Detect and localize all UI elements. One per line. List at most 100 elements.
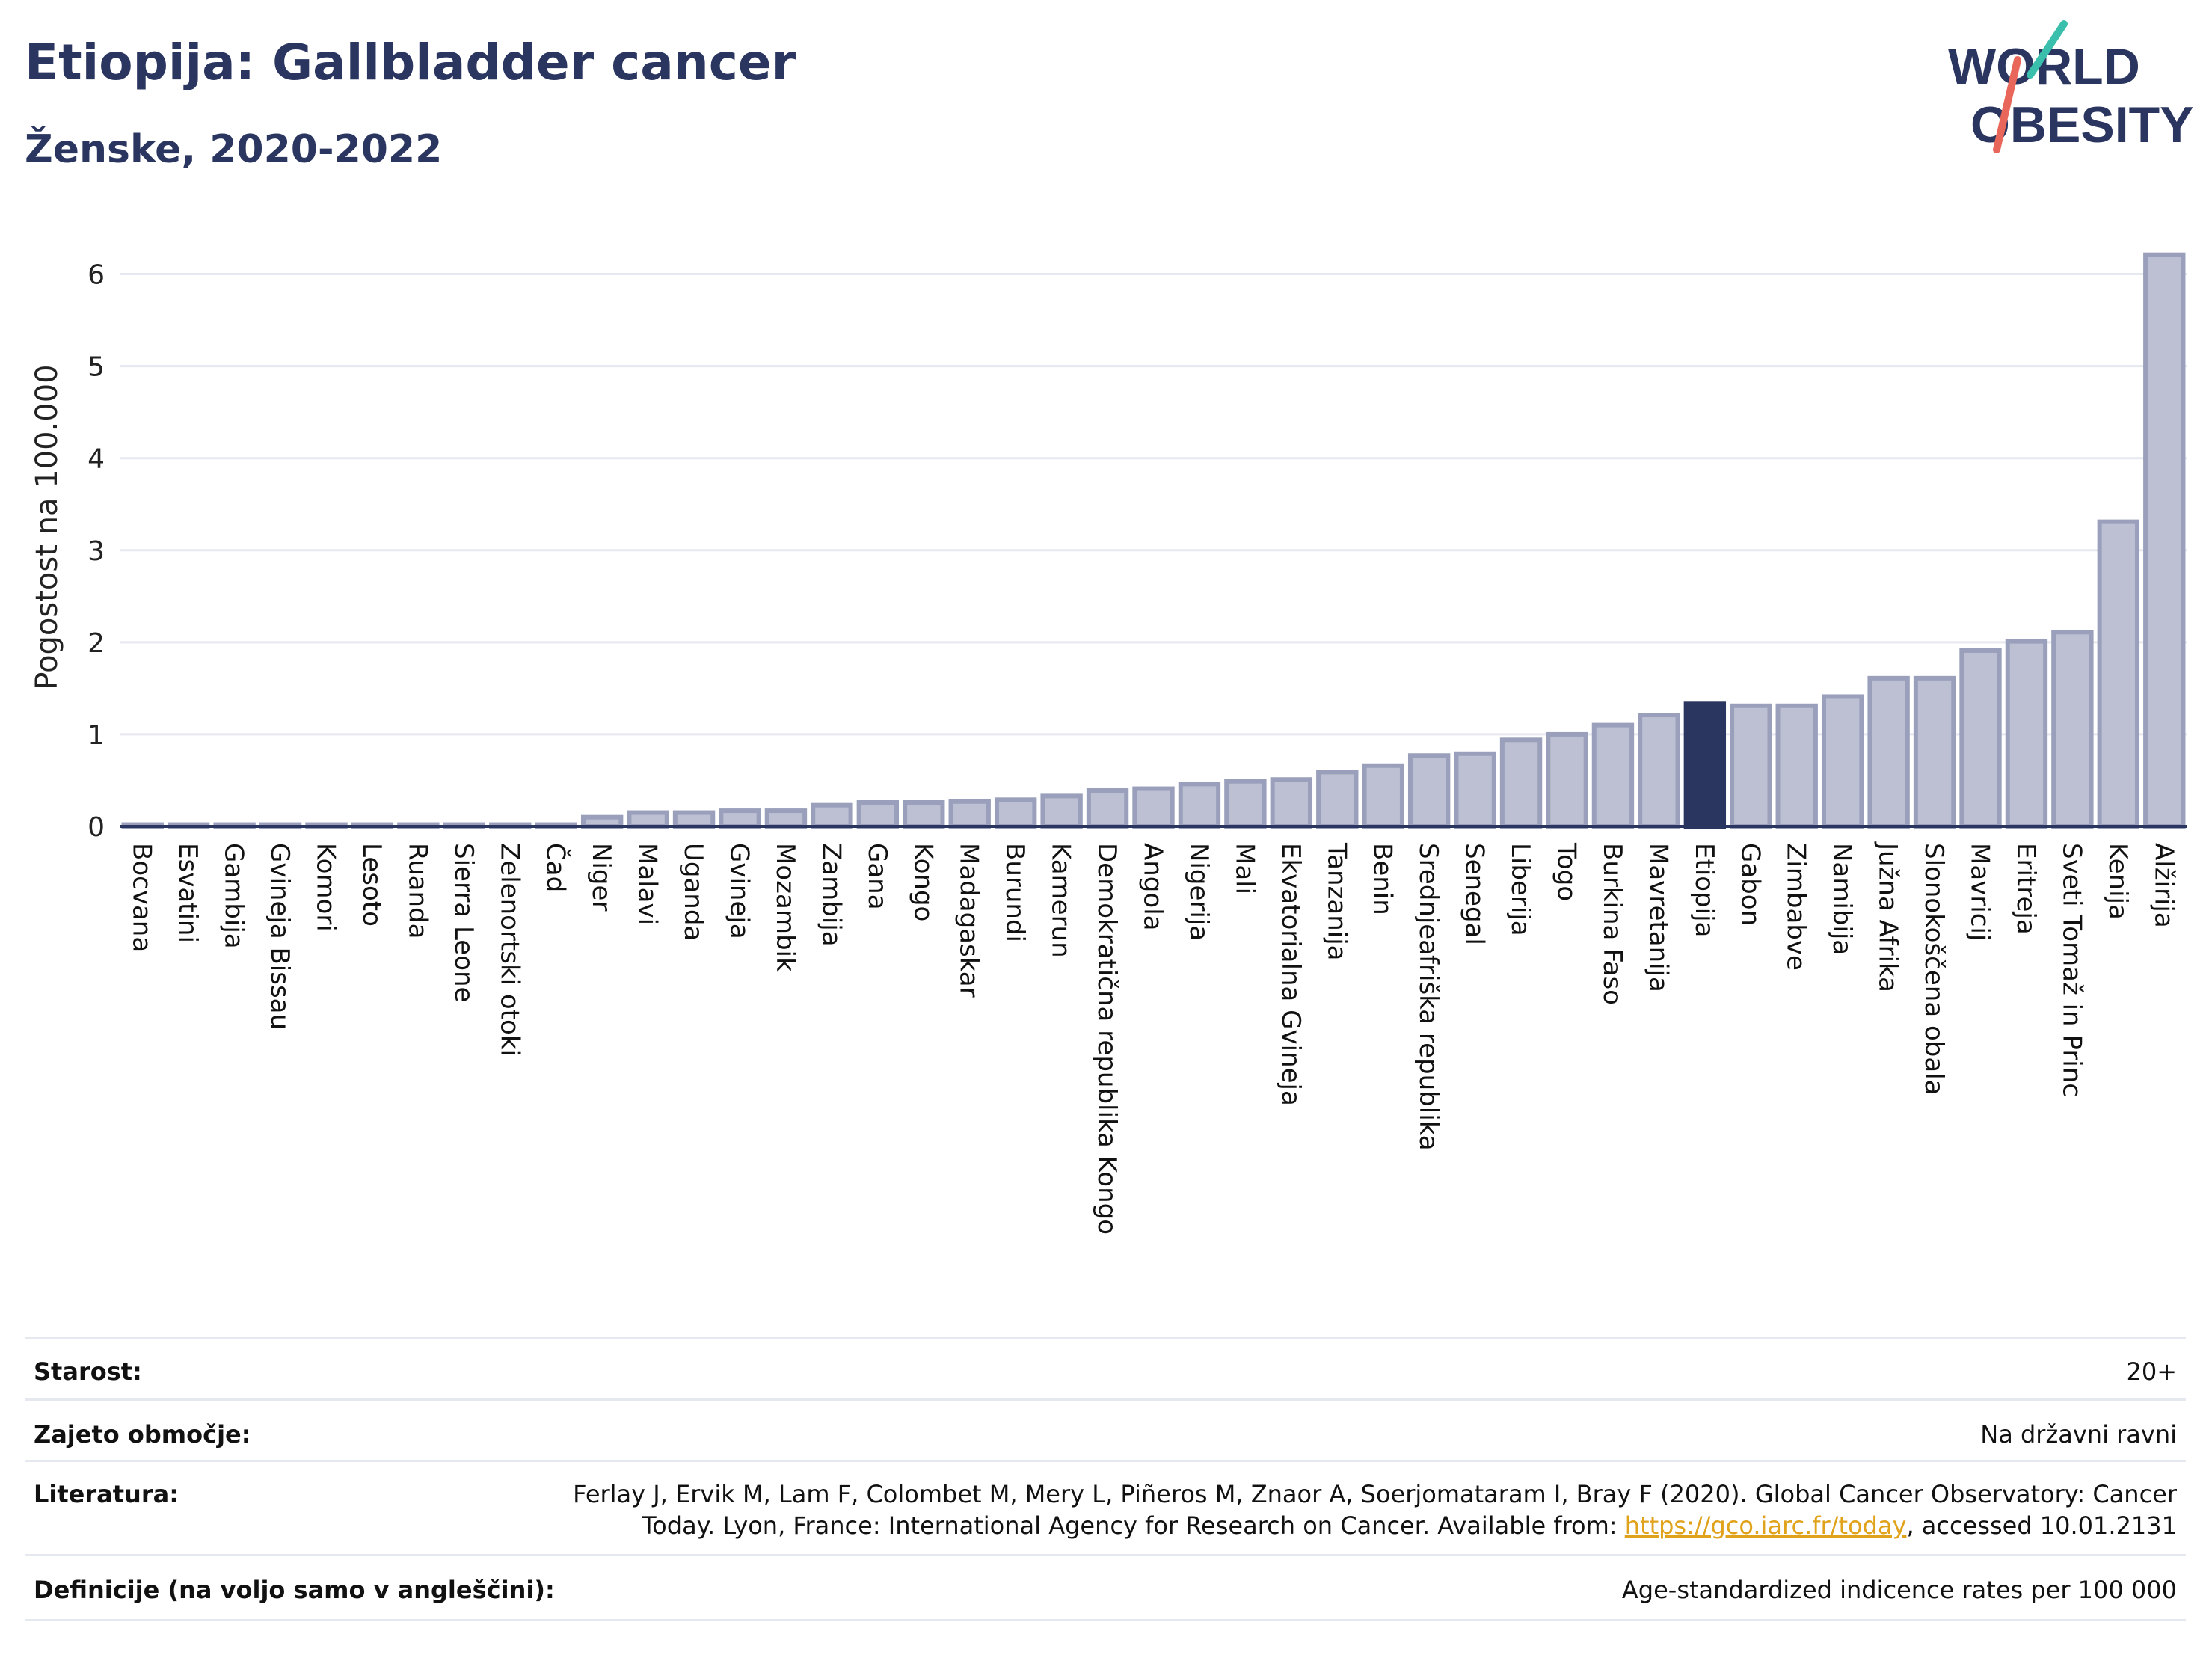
definitions-label: Definicije (na voljo samo v angleščini):: [34, 1576, 555, 1604]
bar: [2143, 252, 2186, 829]
bar: [1821, 694, 1864, 829]
x-tick-label: Ruanda: [402, 843, 432, 939]
bar: [811, 802, 853, 829]
reference-line-1: Ferlay J, Ervik M, Lam F, Colombet M, Me…: [573, 1480, 2177, 1508]
bar: [1775, 703, 1818, 829]
x-tick-label: Angola: [1138, 843, 1168, 930]
x-tick-label: Burkina Faso: [1597, 843, 1627, 1005]
bar: [994, 797, 1037, 829]
x-tick-label: Togo: [1552, 842, 1582, 901]
bar: [719, 808, 761, 829]
bar: [1591, 722, 1635, 829]
logo-slash-teal: [2027, 20, 2068, 79]
y-tick-label: 2: [87, 628, 105, 659]
world-obesity-logo: WORLD OBESITY: [1948, 20, 2194, 153]
meta-row-age: Starost: 20+: [25, 1337, 2186, 1399]
meta-row-reference: Literatura: Ferlay J, Ervik M, Lam F, Co…: [25, 1460, 2186, 1555]
x-tick-label: Gambija: [219, 843, 249, 949]
logo-slash-red: [1993, 56, 2021, 153]
x-tick-label: Niger: [586, 843, 616, 911]
bar: [2097, 519, 2140, 829]
bar: [1730, 703, 1772, 829]
bar: [1040, 793, 1083, 829]
y-tick-label: 4: [87, 444, 105, 475]
bar: [1913, 675, 1956, 829]
x-tick-label: Ekvatorialna Gvineja: [1276, 843, 1306, 1106]
x-tick-label: Sveti Tomaž in Princ: [2056, 843, 2086, 1097]
x-tick-label: Eritreja: [2011, 843, 2041, 935]
bar: [2005, 639, 2048, 829]
bar: [948, 799, 991, 829]
coverage-label: Zajeto območje:: [34, 1420, 251, 1449]
x-tick-label: Slonokoščena obala: [1919, 843, 1949, 1095]
y-tick-label: 1: [87, 720, 105, 751]
x-tick-label: Senegal: [1460, 843, 1490, 945]
x-tick-label: Benin: [1368, 843, 1398, 915]
x-tick-label: Namibija: [1827, 843, 1857, 955]
bar: [764, 808, 808, 829]
x-tick-label: Mozambik: [770, 843, 800, 972]
page-title: Etiopija: Gallbladder cancer: [25, 34, 796, 91]
x-tick-label: Uganda: [678, 843, 708, 941]
bar-chart: 0 1 2 3 4 5 6 Pogostost na 100.000 Bocvana Esvati…: [30, 252, 2187, 1235]
y-tick-label: 5: [87, 352, 105, 383]
bar: [1638, 713, 1680, 829]
x-tick-label: Lesoto: [357, 843, 387, 927]
x-tick-label: Gvineja Bissau: [265, 843, 295, 1030]
age-label: Starost:: [34, 1357, 142, 1386]
bar: [1683, 701, 1727, 829]
x-tick-label: Čad: [541, 843, 571, 892]
page-subtitle: Ženske, 2020-2022: [25, 127, 443, 172]
y-tick-label: 6: [87, 260, 105, 291]
bar: [856, 800, 900, 829]
bar: [1959, 648, 2002, 829]
bar: [1454, 751, 1496, 829]
bar: [1867, 675, 1910, 829]
x-tick-label: Sierra Leone: [449, 843, 479, 1002]
definitions-value: Age-standardized indicence rates per 100…: [1621, 1576, 2177, 1604]
bar: [1086, 788, 1129, 829]
x-tick-label: Tanzanija: [1321, 842, 1351, 960]
bar: [1546, 731, 1588, 829]
x-tick-label: Komori: [311, 843, 341, 932]
bar: [1499, 737, 1543, 829]
x-tick-label: Kamerun: [1046, 843, 1076, 958]
bar: [1316, 770, 1359, 829]
bar: [1362, 763, 1404, 829]
coverage-value: Na državni ravni: [1980, 1420, 2177, 1449]
x-tick-label: Gana: [862, 843, 892, 910]
bar: [1132, 786, 1175, 829]
bar: [672, 810, 716, 829]
x-tick-label: Liberija: [1505, 843, 1535, 936]
bar: [1224, 779, 1267, 829]
x-tick-label: Alžirija: [2148, 843, 2178, 928]
x-tick-label: Gabon: [1735, 843, 1765, 926]
meta-row-coverage: Zajeto območje: Na državni ravni: [25, 1398, 2186, 1461]
x-tick-label: Mavricij: [1965, 843, 1995, 941]
x-tick-label: Madagaskar: [954, 843, 984, 998]
bar: [1178, 782, 1221, 829]
bar: [903, 800, 945, 829]
reference-link[interactable]: https://gco.iarc.fr/today: [1624, 1511, 1907, 1540]
x-tick-label: Burundi: [1000, 843, 1030, 942]
bar: [2051, 630, 2094, 829]
x-tick-label: Kenija: [2103, 843, 2133, 920]
x-tick-label: Etiopija: [1689, 843, 1719, 937]
x-tick-label: Zimbabve: [1781, 843, 1811, 971]
x-tick-label: Zelenortski otoki: [494, 843, 524, 1057]
x-tick-label: Mali: [1229, 843, 1259, 894]
x-tick-label: Bocvana: [127, 843, 157, 952]
reference-label: Literatura:: [34, 1480, 179, 1508]
x-tick-label: Južna Afrika: [1873, 841, 1903, 992]
age-value: 20+: [2126, 1357, 2177, 1386]
bar: [1270, 777, 1313, 829]
x-tick-label: Esvatini: [173, 843, 203, 943]
reference-line-2: Today. Lyon, France: International Agenc…: [642, 1511, 2177, 1540]
meta-row-definitions: Definicije (na voljo samo v angleščini):…: [25, 1554, 2186, 1621]
x-tick-label: Malavi: [633, 843, 663, 925]
bar: [627, 810, 669, 829]
y-tick-label: 3: [87, 536, 105, 567]
x-tick-label: Srednjeafriška republika: [1413, 843, 1443, 1151]
x-tick-label: Mavretanija: [1643, 843, 1673, 992]
y-axis-label: Pogostost na 100.000: [30, 364, 64, 690]
